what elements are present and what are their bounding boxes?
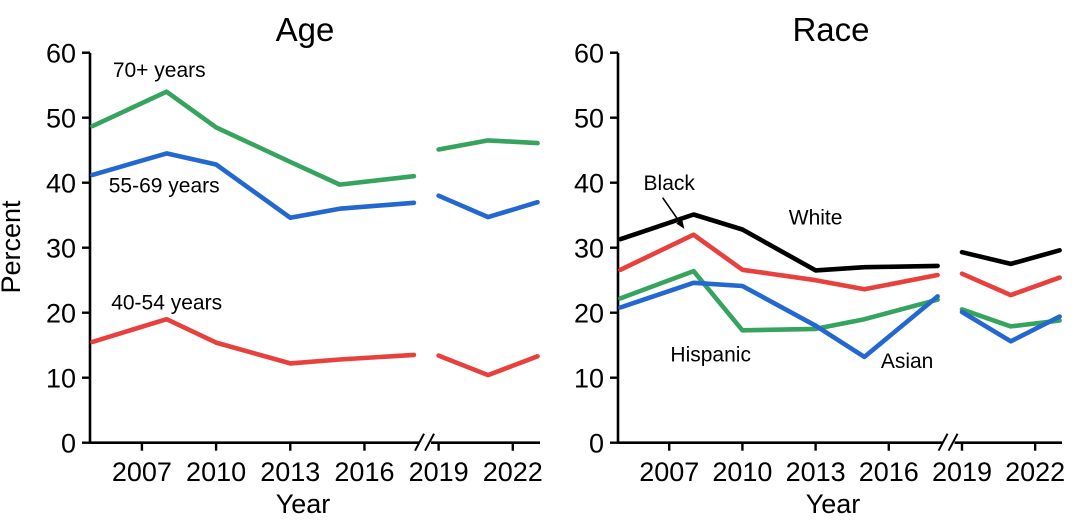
break-slash — [414, 433, 425, 452]
x-tick-label: 2016 — [859, 457, 919, 487]
x-tick-label: 2010 — [186, 457, 246, 487]
line-white — [959, 248, 1062, 267]
line-40-54-years — [90, 316, 417, 366]
black-label-arrow — [661, 197, 680, 222]
x-tick-label: 2019 — [409, 457, 469, 487]
label-asian: Asian — [881, 350, 934, 373]
axis-break-marks — [937, 433, 959, 452]
chart-race: 0 10 20 30 40 50 60 2007 2010 2013 2016 2019 2022 Rac… — [574, 11, 1065, 519]
x-tick-label: 2016 — [334, 457, 394, 487]
x-tick-label: 2013 — [260, 457, 320, 487]
line-asian — [959, 309, 1062, 344]
break-slash — [937, 433, 949, 452]
y-tick-label: 50 — [46, 104, 76, 134]
line-40-54-years — [436, 353, 540, 378]
y-tick-label: 10 — [46, 364, 76, 394]
x-tick-label: 2013 — [786, 457, 846, 487]
y-tick-label: 0 — [589, 429, 604, 459]
x-tick-label: 2019 — [932, 457, 992, 487]
y-tick-label: 50 — [574, 104, 604, 134]
y-tick-label: 60 — [46, 39, 76, 69]
line-55-69-years — [436, 193, 540, 220]
line-hispanic — [618, 268, 940, 333]
x-tick-label: 2010 — [712, 457, 772, 487]
break-slash — [947, 433, 959, 452]
label-white: White — [789, 206, 843, 229]
y-tick-label: 10 — [574, 364, 604, 394]
line-55-69-years — [90, 151, 417, 221]
label-70-years: 70+ years — [113, 59, 206, 82]
x-tick-label: 2022 — [1005, 457, 1065, 487]
y-axis-label-percent: Percent — [0, 200, 26, 294]
line-70-years — [436, 138, 540, 152]
x-tick-label: 2007 — [639, 457, 699, 487]
x-axis-label-year: Year — [806, 489, 861, 519]
axis-break-marks — [414, 433, 435, 452]
line-70-years — [90, 89, 417, 187]
y-tick-label: 40 — [574, 169, 604, 199]
y-tick-label: 30 — [574, 234, 604, 264]
y-tick-label: 20 — [574, 299, 604, 329]
black-label-arrowhead — [676, 219, 685, 229]
label-40-54-years: 40-54 years — [111, 291, 222, 314]
chart-title-race: Race — [792, 11, 869, 48]
label-hispanic: Hispanic — [670, 343, 751, 366]
x-tick-label: 2007 — [112, 457, 172, 487]
line-black — [959, 271, 1062, 298]
label-55-69-years: 55-69 years — [109, 174, 220, 197]
x-axis-label-year: Year — [276, 489, 331, 519]
line-black — [618, 232, 940, 292]
y-tick-label: 40 — [46, 169, 76, 199]
chart-age: 0 10 20 30 40 50 60 2007 2010 2013 2016 2019 2022 Age… — [0, 11, 543, 519]
break-slash — [424, 433, 435, 452]
y-tick-label: 30 — [46, 234, 76, 264]
line-asian — [618, 280, 940, 360]
line-white — [618, 212, 940, 273]
chart-title-age: Age — [276, 11, 335, 48]
label-black: Black — [644, 172, 696, 195]
y-tick-label: 0 — [61, 429, 76, 459]
y-tick-label: 20 — [46, 299, 76, 329]
x-tick-label: 2022 — [483, 457, 543, 487]
y-tick-label: 60 — [574, 39, 604, 69]
